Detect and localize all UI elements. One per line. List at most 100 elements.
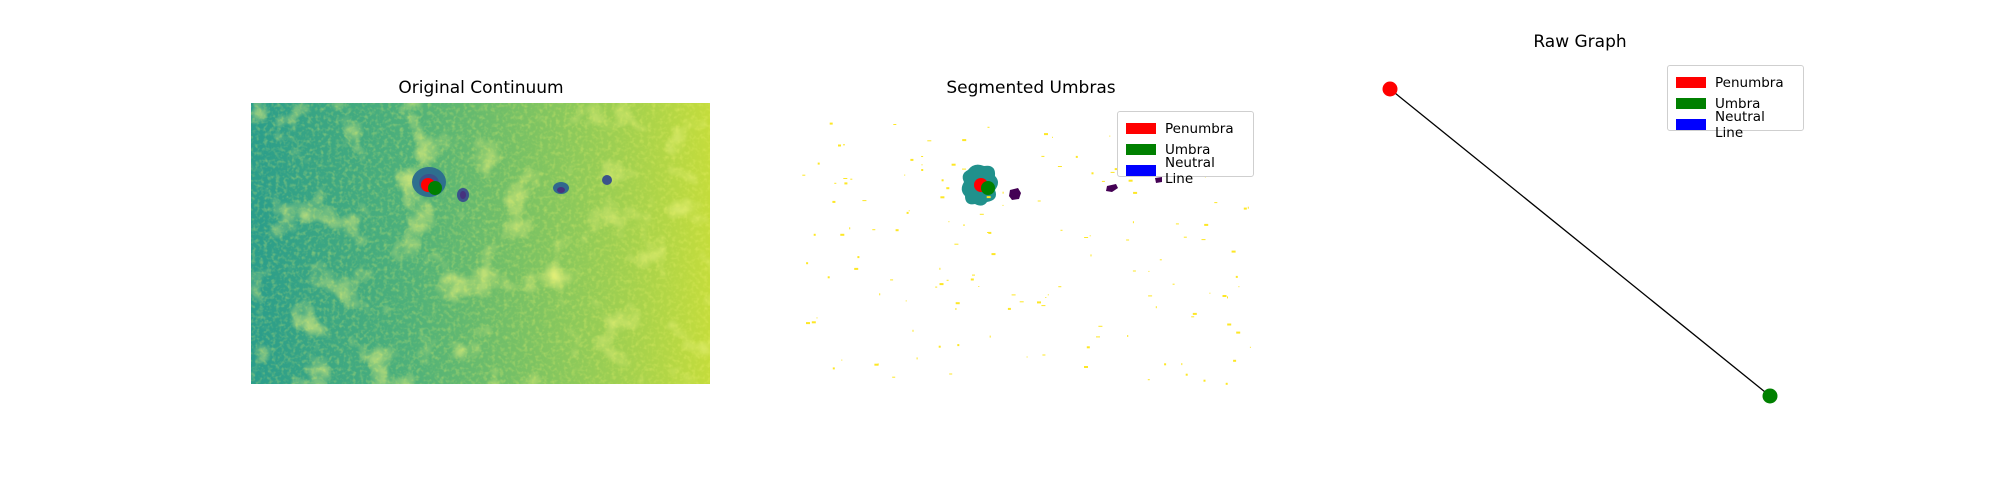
panel1-umbra-marker xyxy=(428,181,442,195)
segment-speck xyxy=(1044,133,1048,136)
segment-speck xyxy=(1192,312,1197,315)
segment-speck xyxy=(1057,166,1062,167)
segment-speck xyxy=(1084,366,1088,368)
segment-speck xyxy=(862,200,867,202)
segment-speck xyxy=(989,335,991,338)
segment-speck xyxy=(1042,354,1046,356)
segment-speck xyxy=(838,144,841,147)
segment-speck xyxy=(1089,235,1091,237)
segment-speck xyxy=(1247,206,1249,209)
segment-speck xyxy=(1060,229,1063,231)
segment-speck xyxy=(1132,270,1136,272)
panel3-title: Raw Graph xyxy=(1533,32,1627,52)
segment-speck xyxy=(813,233,816,236)
segment-speck xyxy=(854,267,859,270)
segment-speck xyxy=(1164,363,1167,366)
segment-speck xyxy=(1238,286,1240,288)
segment-speck xyxy=(908,210,910,212)
segment-speck xyxy=(938,345,941,348)
segment-speck xyxy=(1098,325,1103,327)
segment-speck xyxy=(946,187,950,190)
segment-speck xyxy=(991,253,996,256)
segment-speck xyxy=(921,164,923,166)
graph-node-umbra xyxy=(1762,388,1778,404)
panel1-title: Original Continuum xyxy=(398,78,564,98)
segment-speck xyxy=(935,286,938,288)
segment-speck xyxy=(957,344,960,347)
segment-speck xyxy=(987,232,991,233)
segment-speck xyxy=(843,144,845,146)
segment-speck xyxy=(1091,172,1094,175)
segment-speck xyxy=(940,196,945,199)
segment-speck xyxy=(844,182,848,185)
segment-speck xyxy=(1172,283,1175,285)
segment-speck xyxy=(1249,346,1251,348)
segment-speck xyxy=(827,276,830,279)
segment-speck xyxy=(1222,295,1227,297)
segment-speck xyxy=(1201,239,1206,241)
legend-entry-penumbra: Penumbra xyxy=(1126,118,1245,139)
legend-entry-umbra: Umbra xyxy=(1676,93,1795,114)
segment-speck xyxy=(921,156,924,157)
legend-label-neutral-line: Neutral Line xyxy=(1165,154,1215,187)
legend-label-neutral-line: Neutral Line xyxy=(1715,108,1765,141)
segment-speck xyxy=(1037,200,1041,202)
segment-speck xyxy=(1101,180,1105,182)
segment-speck xyxy=(955,308,957,310)
segment-speck xyxy=(829,122,833,125)
segment-speck xyxy=(1109,135,1111,137)
legend-label-penumbra: Penumbra xyxy=(1165,120,1234,137)
segment-speck xyxy=(986,196,991,199)
segment-speck xyxy=(954,243,959,245)
segment-speck xyxy=(832,367,835,370)
legend-swatch-penumbra xyxy=(1676,77,1706,88)
segment-speck xyxy=(1155,306,1157,309)
segment-speck xyxy=(1041,155,1045,157)
segment-speck xyxy=(962,139,967,142)
segment-speck xyxy=(949,373,953,375)
segment-speck xyxy=(802,174,806,176)
segment-speck xyxy=(872,229,876,231)
segment-speck xyxy=(1037,301,1041,304)
segment-speck xyxy=(893,124,897,125)
segment-speck xyxy=(978,286,980,287)
legend-label-umbra: Umbra xyxy=(1165,141,1211,158)
panel2-umbra-marker xyxy=(981,181,995,195)
segment-speck xyxy=(904,174,906,176)
segment-speck xyxy=(849,227,851,230)
segment-speck xyxy=(874,363,879,366)
legend-swatch-neutral-line xyxy=(1126,165,1156,176)
panel2-title: Segmented Umbras xyxy=(946,78,1116,98)
segment-speck xyxy=(921,169,924,171)
segment-speck xyxy=(1148,270,1150,272)
segment-speck xyxy=(948,221,950,223)
segment-speck xyxy=(1243,207,1247,210)
segment-speck xyxy=(1127,335,1129,337)
segment-speck xyxy=(912,329,914,332)
segment-speck xyxy=(962,168,966,170)
segment-speck xyxy=(1058,286,1062,288)
legend-swatch-neutral-line xyxy=(1676,119,1706,130)
segment-speck xyxy=(892,376,896,378)
legend-entry-penumbra: Penumbra xyxy=(1676,72,1795,93)
segment-speck xyxy=(946,279,949,281)
segment-speck xyxy=(939,267,941,270)
segment-speck xyxy=(941,179,944,182)
segment-speck xyxy=(979,213,984,215)
segment-speck xyxy=(1011,294,1016,296)
segment-speck xyxy=(806,262,809,265)
segment-speck xyxy=(1084,237,1089,238)
segment-speck xyxy=(1110,171,1115,173)
segment-speck xyxy=(817,162,820,165)
segment-speck xyxy=(890,279,894,281)
segment-speck xyxy=(927,140,932,142)
segment-speck xyxy=(843,178,848,179)
segment-speck xyxy=(1214,202,1218,204)
legend-label-penumbra: Penumbra xyxy=(1715,74,1784,91)
segment-speck xyxy=(1019,301,1024,303)
segment-speck xyxy=(1007,307,1011,310)
segment-speck xyxy=(905,300,907,302)
segment-speck xyxy=(1148,295,1153,297)
segment-speck xyxy=(811,321,816,324)
segment-speck xyxy=(1235,275,1238,278)
